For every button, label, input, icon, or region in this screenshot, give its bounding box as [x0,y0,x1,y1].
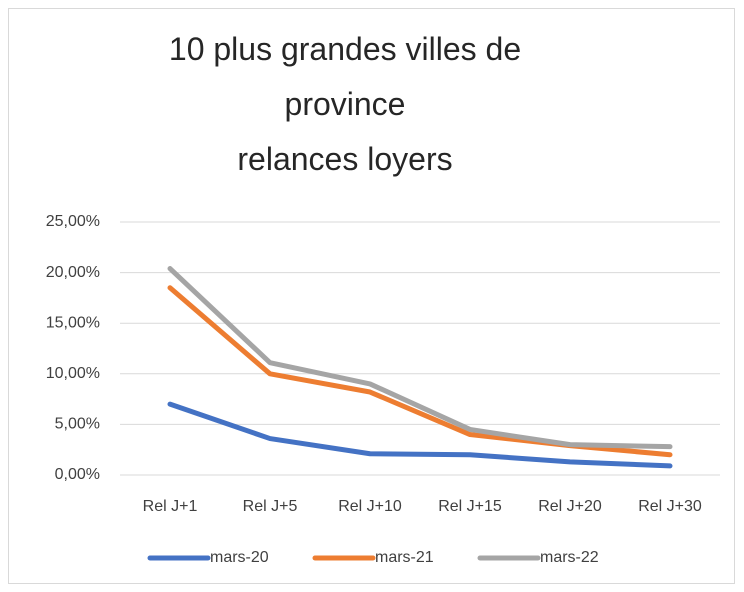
y-tick-label: 20,00% [46,264,100,281]
legend-label: mars-20 [210,549,269,566]
legend-label: mars-22 [540,549,599,566]
y-tick-label: 10,00% [46,365,100,382]
y-tick-label: 0,00% [55,466,100,483]
chart-title: 10 plus grandes villes de province relan… [168,31,522,177]
series-line [167,401,673,469]
x-tick-label: Rel J+10 [338,498,402,515]
y-tick-label: 5,00% [55,416,100,433]
y-tick-label: 15,00% [46,314,100,331]
legend-label: mars-21 [375,549,434,566]
y-tick-label: 25,00% [46,213,100,230]
x-tick-label: Rel J+20 [538,498,602,515]
x-tick-label: Rel J+15 [438,498,502,515]
x-tick-label: Rel J+5 [243,498,298,515]
series-line [167,266,673,450]
x-tick-label: Rel J+1 [143,498,198,515]
x-tick-label: Rel J+30 [638,498,702,515]
chart-frame [8,8,735,584]
